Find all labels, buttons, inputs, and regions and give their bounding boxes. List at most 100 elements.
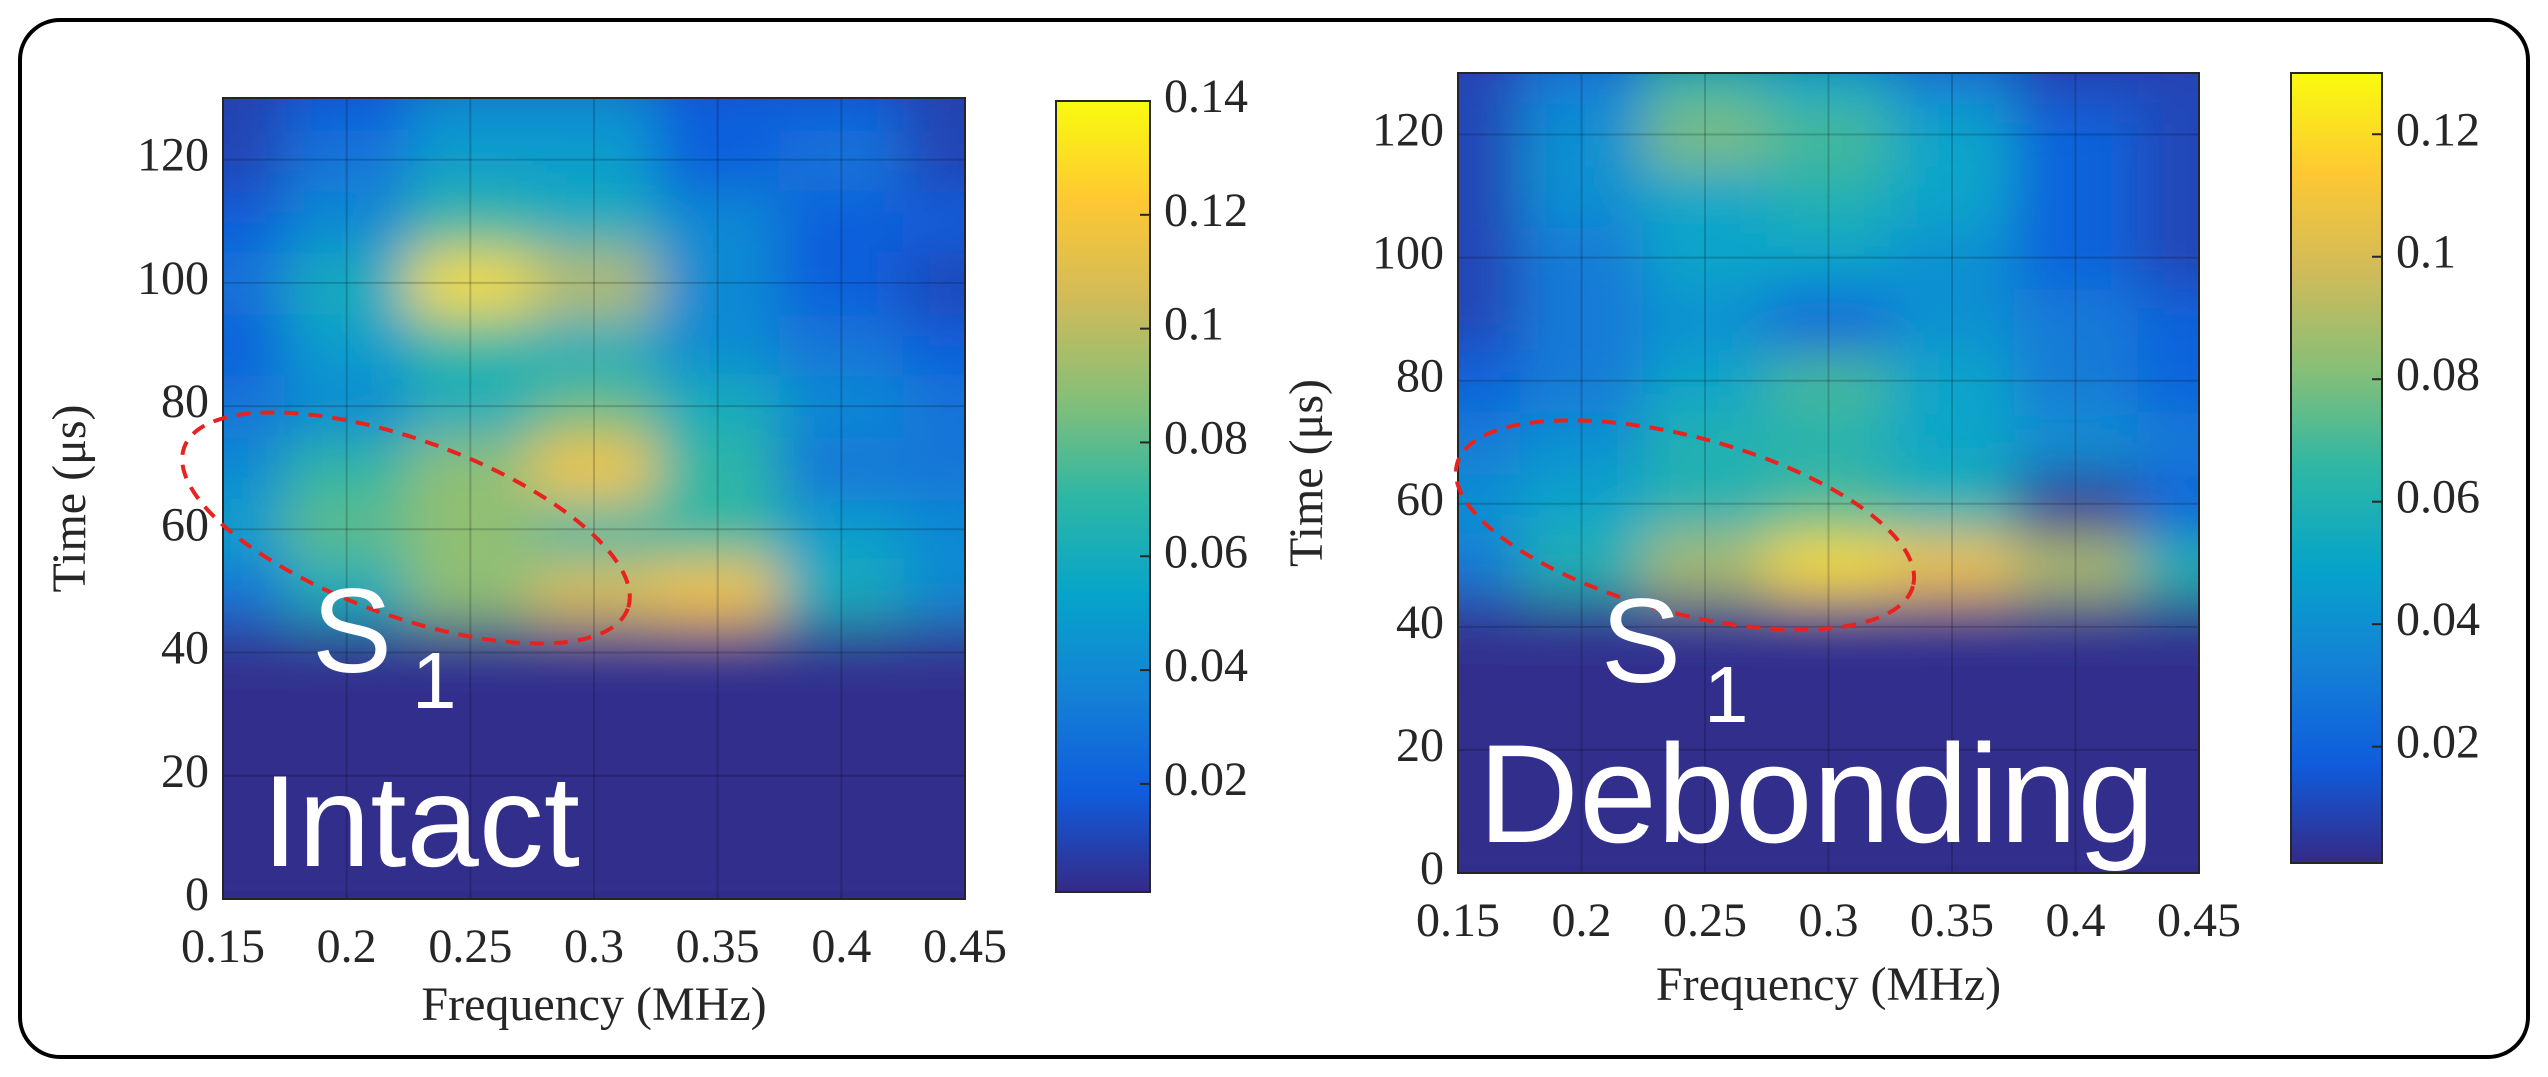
heatmap-cell [903, 498, 965, 562]
heatmap-cell [1643, 534, 1768, 598]
heatmap-cell [779, 868, 905, 899]
heatmap-cell [532, 128, 657, 192]
y-tick-label: 100 [137, 252, 209, 305]
heatmap-cell [2137, 780, 2199, 844]
heatmap-cell [655, 806, 781, 870]
heatmap-cell [1458, 73, 1521, 105]
heatmap-cell [2137, 719, 2199, 782]
heatmap-cell [2013, 842, 2139, 873]
heatmap-cell [1458, 719, 1521, 782]
heatmap-cell [284, 683, 410, 746]
colorbar-tick-label: 0.12 [1164, 184, 1248, 237]
heatmap-cell [655, 436, 781, 500]
heatmap-cell [1890, 719, 2015, 782]
heatmap-cell [1890, 780, 2015, 844]
heatmap-cell [779, 375, 905, 438]
heatmap-cell [2013, 596, 2139, 659]
heatmap-cell [655, 252, 781, 315]
heatmap-cell [532, 621, 657, 685]
heatmap-cell [779, 190, 905, 254]
heatmap-cell [2013, 165, 2139, 228]
heatmap-cell [284, 128, 410, 192]
heatmap-cell [223, 806, 286, 870]
y-tick-label: 0 [185, 868, 209, 921]
heatmap-cell [408, 190, 534, 254]
heatmap-cell [2013, 657, 2139, 721]
heatmap-cell [223, 128, 286, 192]
heatmap-cell [1458, 411, 1521, 474]
x-tick-label: 0.4 [811, 920, 871, 973]
heatmap-cell [408, 560, 534, 623]
heatmap-cell [1458, 288, 1521, 351]
colorbar-tick-label: 0.06 [2396, 471, 2480, 524]
heatmap-cell [223, 252, 286, 315]
heatmap-cell [408, 252, 534, 315]
heatmap-cell [223, 498, 286, 562]
x-tick-label: 0.15 [1416, 894, 1500, 947]
heatmap-cell [284, 621, 410, 685]
y-tick-label: 0 [1420, 842, 1444, 895]
plot-frame [222, 97, 966, 900]
heatmap-cell [1519, 226, 1645, 290]
heatmap-cell [2137, 226, 2199, 290]
heatmap-cell [2137, 165, 2199, 228]
plot-area [223, 98, 965, 899]
heatmap-cell [1766, 349, 1892, 413]
heatmap-cell [223, 560, 286, 623]
highlight-ellipse [1453, 418, 1917, 632]
heatmap-cell [779, 252, 905, 315]
heatmap-cell [284, 560, 410, 623]
y-tick-label: 60 [161, 498, 209, 551]
heatmap-cell [284, 744, 410, 808]
y-tick-label: 40 [1396, 596, 1444, 649]
x-tick-label: 0.3 [564, 920, 624, 973]
heatmap-cell [2013, 226, 2139, 290]
heatmap-cell [284, 313, 410, 377]
heatmap-cell [1643, 719, 1768, 782]
heatmap-cell [1643, 226, 1768, 290]
heatmap-cell [532, 252, 657, 315]
x-tick-label: 0.45 [2157, 894, 2241, 947]
heatmap-cell [2013, 73, 2139, 105]
colorbar-tick-label: 0.08 [1164, 411, 1248, 464]
heatmap-cell [903, 190, 965, 254]
heatmap-cell [1519, 473, 1645, 536]
heatmap-cell [779, 560, 905, 623]
heatmap-cell [2137, 842, 2199, 873]
y-tick-label: 60 [1396, 473, 1444, 526]
x-tick-label: 0.35 [676, 920, 760, 973]
heatmap-cell [1643, 349, 1768, 413]
y-tick-label: 20 [1396, 719, 1444, 772]
x-tick-label: 0.4 [2046, 894, 2106, 947]
heatmap-cell [779, 498, 905, 562]
heatmap-cell [1643, 288, 1768, 351]
heatmap-cell [779, 621, 905, 685]
x-axis-label: Frequency (MHz) [421, 978, 766, 1031]
y-axis-label: Time (μs) [1280, 379, 1333, 567]
x-tick-label: 0.25 [428, 920, 512, 973]
heatmap-cell [408, 375, 534, 438]
heatmap-cell [655, 744, 781, 808]
heatmap-cell [1519, 780, 1645, 844]
heatmap-cell [1519, 719, 1645, 782]
colorbar-tick-label: 0.14 [1164, 70, 1248, 123]
heatmap-cell [284, 252, 410, 315]
heatmap-cell [1643, 780, 1768, 844]
heatmap-cell [408, 806, 534, 870]
heatmap-cell [223, 436, 286, 500]
mode-label: S [312, 564, 392, 698]
colorbar-tick-label: 0.08 [2396, 348, 2480, 401]
heatmap-cell [1458, 657, 1521, 721]
heatmap-cell [655, 621, 781, 685]
heatmap-cell [655, 683, 781, 746]
heatmap-cells [1458, 73, 2199, 873]
heatmap-cell [408, 683, 534, 746]
heatmap-cell [2137, 534, 2199, 598]
heatmap-cell [903, 252, 965, 315]
heatmap-cell [408, 436, 534, 500]
heatmap-cell [532, 868, 657, 899]
heatmap-cell [1766, 411, 1892, 474]
heatmap-cell [1643, 473, 1768, 536]
colorbar-tick-label: 0.06 [1164, 525, 1248, 578]
